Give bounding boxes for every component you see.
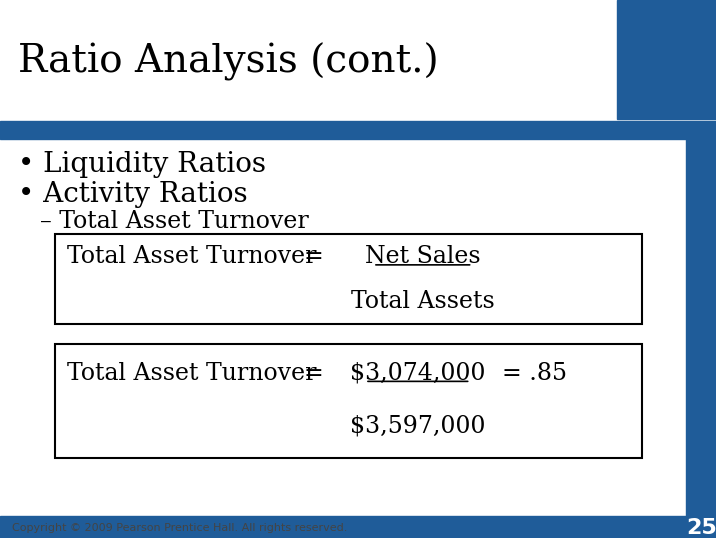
Text: = .85: = .85 [503, 362, 567, 385]
Text: Net Sales: Net Sales [365, 245, 480, 268]
FancyBboxPatch shape [55, 343, 642, 458]
Text: $3,074,000: $3,074,000 [350, 362, 485, 385]
Bar [617, 0, 716, 119]
Text: • Liquidity Ratios: • Liquidity Ratios [18, 151, 266, 178]
Bar [686, 139, 716, 538]
Bar [0, 122, 716, 139]
Text: =: = [304, 362, 323, 385]
Text: • Activity Ratios: • Activity Ratios [18, 181, 248, 208]
Text: Total Asset Turnover: Total Asset Turnover [67, 362, 316, 385]
Text: =: = [304, 245, 323, 268]
Text: Total Asset Turnover: Total Asset Turnover [67, 245, 316, 268]
Text: Copyright © 2009 Pearson Prentice Hall. All rights reserved.: Copyright © 2009 Pearson Prentice Hall. … [12, 523, 347, 533]
Text: Total Assets: Total Assets [351, 290, 495, 313]
Bar [0, 0, 617, 119]
Text: 25: 25 [686, 518, 716, 538]
Text: Ratio Analysis (cont.): Ratio Analysis (cont.) [18, 43, 438, 81]
Bar [0, 516, 686, 538]
Text: $3,597,000: $3,597,000 [350, 415, 485, 438]
FancyBboxPatch shape [55, 234, 642, 323]
Text: – Total Asset Turnover: – Total Asset Turnover [40, 210, 309, 233]
